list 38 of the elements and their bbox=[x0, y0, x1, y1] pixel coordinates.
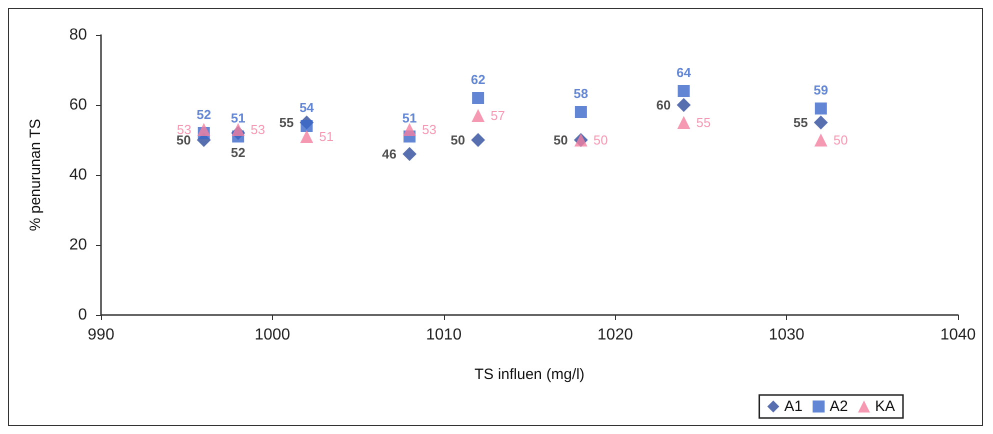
data-label: 59 bbox=[814, 82, 828, 98]
data-label: 52 bbox=[196, 107, 212, 122]
y-axis-title: % penurunan TS bbox=[27, 118, 44, 232]
data-label: 52 bbox=[230, 145, 246, 160]
x-tick-label: 1010 bbox=[426, 326, 462, 344]
data-label: 46 bbox=[382, 146, 397, 162]
data-label: 55 bbox=[279, 115, 294, 130]
x-tick-label: 1030 bbox=[768, 326, 804, 344]
y-tick-label: 20 bbox=[69, 236, 88, 254]
x-tick-label: 1000 bbox=[254, 326, 290, 344]
data-label: 50 bbox=[593, 132, 608, 148]
data-label: 50 bbox=[833, 132, 848, 148]
data-label: 60 bbox=[656, 98, 671, 112]
x-tick-label: 1040 bbox=[940, 326, 976, 344]
data-label: 51 bbox=[402, 110, 417, 126]
data-label: 64 bbox=[676, 65, 692, 80]
legend-label: A1 bbox=[784, 398, 803, 415]
y-tick-label: 40 bbox=[69, 166, 88, 184]
y-tick-label: 0 bbox=[78, 306, 88, 324]
y-tick-label: 80 bbox=[69, 26, 88, 44]
data-label: 51 bbox=[230, 110, 246, 126]
x-tick-label: 990 bbox=[88, 326, 114, 344]
data-label: 62 bbox=[470, 72, 486, 87]
data-label: 50 bbox=[450, 132, 466, 148]
data-label: 53 bbox=[422, 122, 436, 137]
data-label: 50 bbox=[553, 132, 568, 148]
data-label: 55 bbox=[793, 115, 808, 130]
legend-label: A2 bbox=[830, 398, 848, 415]
data-label: 53 bbox=[250, 122, 266, 137]
x-tick-label: 1020 bbox=[597, 326, 634, 344]
legend-label: KA bbox=[874, 398, 896, 415]
data-label: 57 bbox=[490, 108, 506, 123]
data-label: 51 bbox=[319, 129, 334, 144]
x-axis-title: TS influen (mg/l) bbox=[474, 366, 585, 383]
data-label: 55 bbox=[696, 115, 711, 130]
data-label: 54 bbox=[299, 100, 315, 115]
y-tick-label: 60 bbox=[69, 96, 88, 114]
data-label: 58 bbox=[574, 86, 588, 101]
